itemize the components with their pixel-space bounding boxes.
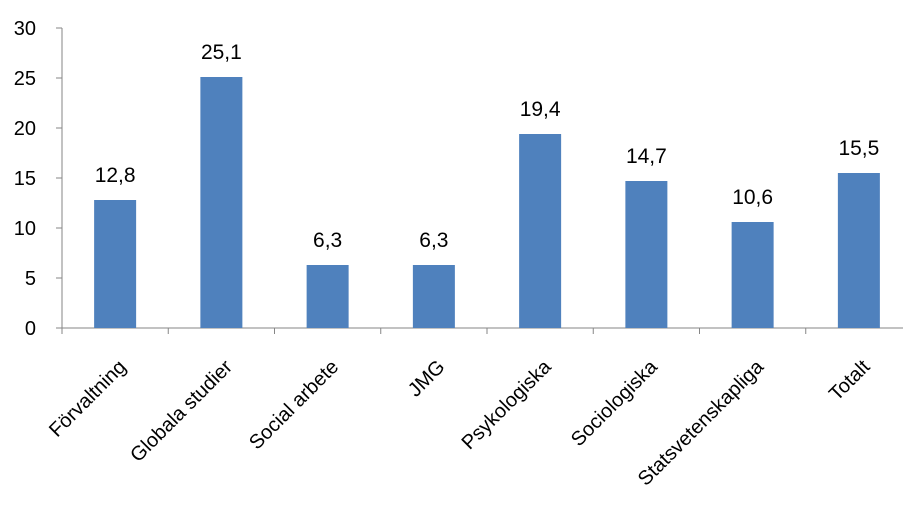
axes	[61, 28, 903, 334]
x-tick-label: JMG	[404, 356, 449, 401]
data-label: 12,8	[95, 164, 136, 187]
bar	[200, 77, 243, 328]
data-label: 6,3	[313, 229, 342, 252]
x-tick-label: Psykologiska	[458, 355, 557, 454]
bar	[731, 222, 774, 328]
data-label: 6,3	[419, 229, 448, 252]
data-label: 10,6	[732, 186, 773, 209]
data-label: 19,4	[520, 98, 561, 121]
y-tick-label: 0	[25, 318, 36, 340]
data-label: 25,1	[201, 41, 242, 64]
bars	[94, 77, 880, 328]
bar	[94, 200, 137, 328]
data-label: 14,7	[626, 145, 667, 168]
x-tick-label: Förvaltning	[45, 356, 131, 442]
x-tick-label: Globala studier	[126, 356, 237, 467]
bar	[625, 181, 668, 328]
y-tick-label: 15	[14, 168, 36, 190]
x-tick-label: Sociologiska	[567, 355, 663, 451]
bar	[519, 134, 562, 328]
bar	[412, 265, 455, 328]
y-tick-label: 30	[14, 18, 36, 40]
bar	[306, 265, 349, 328]
data-label: 15,5	[838, 137, 879, 160]
value-labels: 12,8 25,1 6,3 6,3 19,4 14,7 10,6 15,5	[95, 41, 880, 252]
x-tick-label: Social arbete	[245, 356, 343, 454]
bar	[837, 173, 880, 328]
y-tick-label: 20	[14, 118, 36, 140]
y-axis-ticks: 0 5 10 15 20 25 30	[14, 18, 62, 340]
y-tick-label: 25	[14, 68, 36, 90]
y-tick-label: 5	[25, 268, 36, 290]
y-tick-label: 10	[14, 218, 36, 240]
x-tick-label: Totalt	[825, 356, 875, 406]
